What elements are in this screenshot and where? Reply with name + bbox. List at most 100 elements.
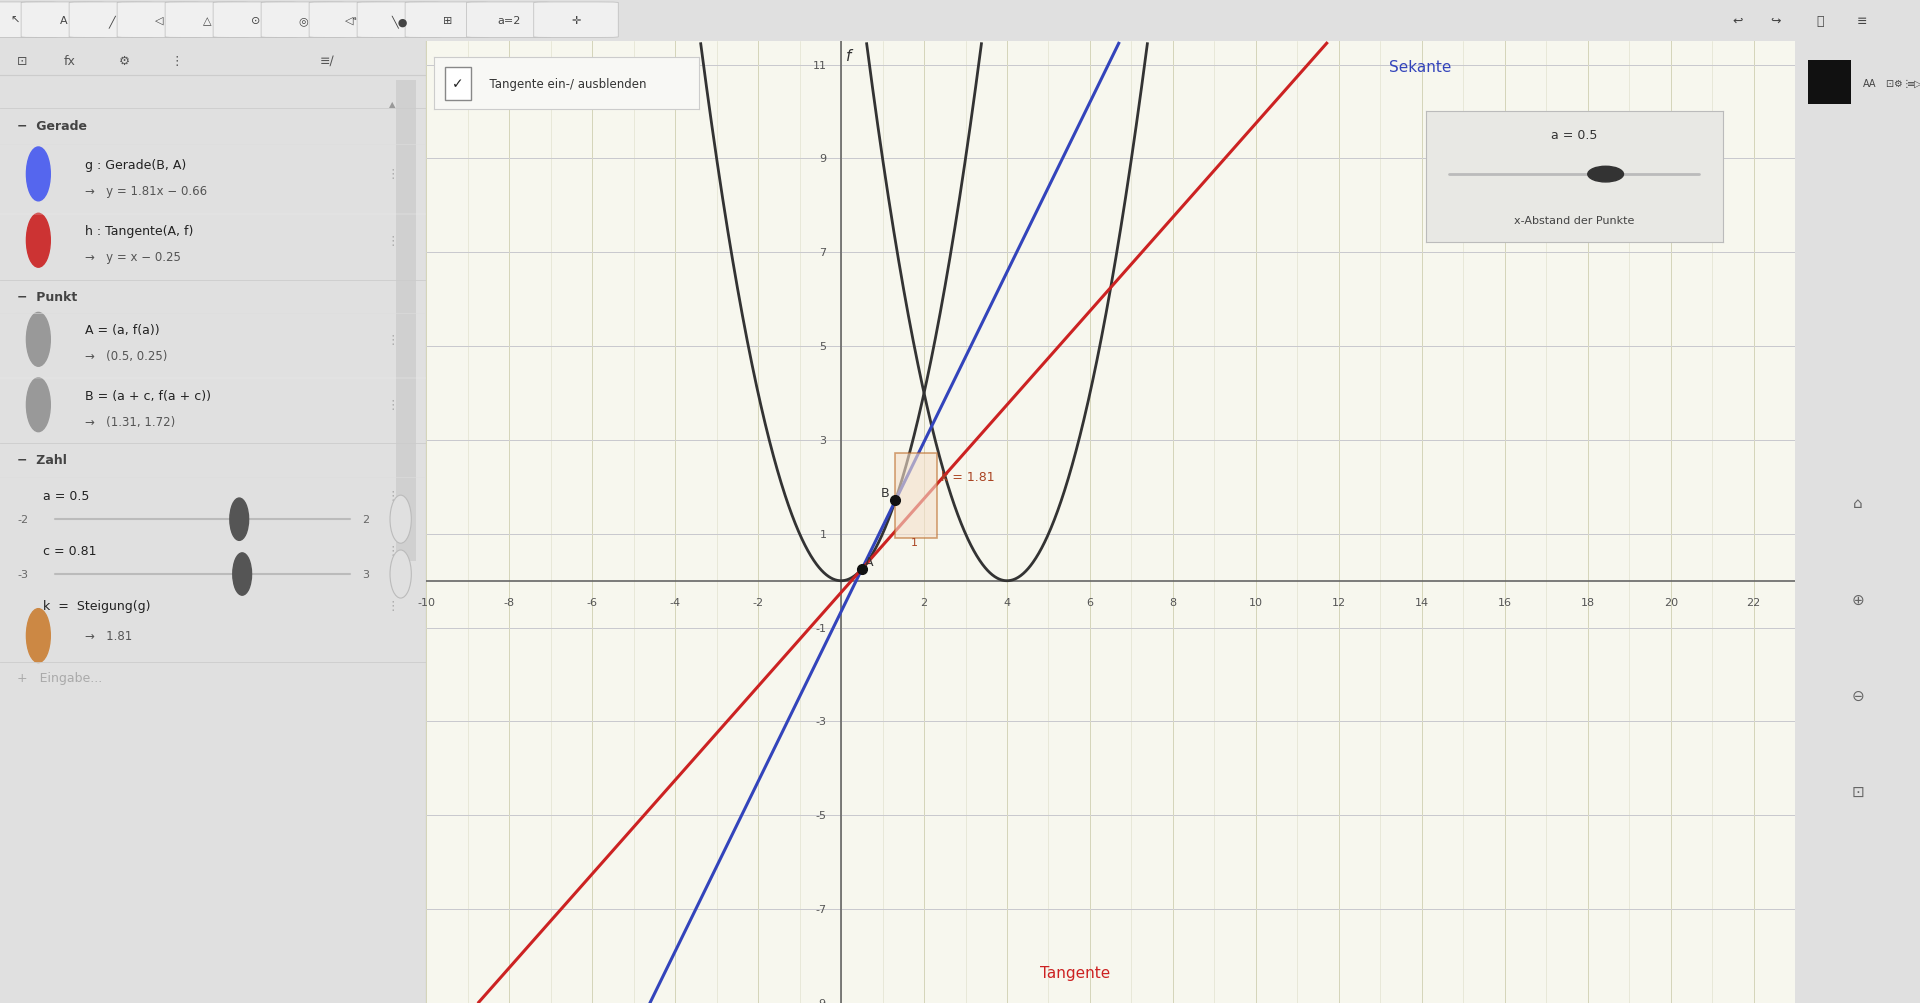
Text: →   (0.5, 0.25): → (0.5, 0.25) [84,350,167,363]
Text: ⋮: ⋮ [1901,78,1910,88]
Text: →   1.81: → 1.81 [84,630,132,643]
Text: →   y = x − 0.25: → y = x − 0.25 [84,251,180,264]
Text: 20: 20 [1665,598,1678,608]
Circle shape [1588,168,1624,183]
Text: -9: -9 [816,998,826,1003]
Text: -7: -7 [816,905,826,915]
Text: ⊡: ⊡ [1851,784,1864,799]
Text: →   y = 1.81x − 0.66: → y = 1.81x − 0.66 [84,185,207,198]
Text: 2: 2 [363,515,369,525]
FancyBboxPatch shape [0,3,58,38]
Bar [1809,61,1851,104]
Text: ↖: ↖ [12,16,19,26]
Text: B = (a + c, f(a + c)): B = (a + c, f(a + c)) [84,389,211,402]
Text: k  =  Steigung(g): k = Steigung(g) [42,600,150,613]
Text: ▶: ▶ [397,570,403,579]
Text: 16: 16 [1498,598,1511,608]
Text: ⊕: ⊕ [1851,592,1864,607]
Text: A: A [866,556,874,569]
Text: Sekante: Sekante [1388,60,1452,75]
Text: ⋮: ⋮ [386,545,397,558]
Text: h : Tangente(A, f): h : Tangente(A, f) [84,225,194,238]
Text: -2: -2 [17,515,29,525]
Text: 4: 4 [1004,598,1010,608]
Text: △: △ [204,16,211,26]
Text: ⋮: ⋮ [386,169,397,182]
Text: −  Zahl: − Zahl [17,453,67,466]
Text: f: f [847,49,851,64]
Text: x-Abstand der Punkte: x-Abstand der Punkte [1515,216,1634,226]
Text: Tangente: Tangente [1041,965,1110,980]
Text: ⊙: ⊙ [252,16,259,26]
Text: ◁ᵃ: ◁ᵃ [346,16,357,26]
Circle shape [390,495,411,544]
Text: ⋮: ⋮ [386,600,397,613]
FancyBboxPatch shape [213,3,298,38]
Text: -10: -10 [417,598,436,608]
Text: Tangente ein-/ ausblenden: Tangente ein-/ ausblenden [482,78,647,90]
Text: -3: -3 [17,570,29,580]
FancyBboxPatch shape [309,3,394,38]
Text: 11: 11 [812,60,826,70]
Text: ⋮: ⋮ [171,55,182,68]
Text: c = 0.81: c = 0.81 [42,545,96,558]
Text: ↪: ↪ [1770,15,1782,27]
FancyBboxPatch shape [357,3,442,38]
Text: ✓: ✓ [451,77,463,91]
Circle shape [232,554,252,596]
Text: 3: 3 [820,435,826,445]
Text: +   Eingabe...: + Eingabe... [17,672,102,685]
Text: k = 1.81: k = 1.81 [941,470,995,483]
Text: B: B [881,487,889,499]
FancyBboxPatch shape [117,3,202,38]
Text: ⌂: ⌂ [1853,495,1862,511]
FancyBboxPatch shape [261,3,346,38]
Text: ⋮: ⋮ [386,399,397,412]
Text: ↩: ↩ [1732,15,1743,27]
Bar [396,80,415,561]
Text: -6: -6 [588,598,597,608]
Circle shape [27,378,50,432]
Text: 8: 8 [1169,598,1177,608]
FancyBboxPatch shape [405,3,490,38]
Text: 🔍: 🔍 [1816,15,1824,27]
Text: -3: -3 [816,717,826,727]
Text: →   (1.31, 1.72): → (1.31, 1.72) [84,415,175,428]
Bar [445,67,470,101]
Text: ⋮: ⋮ [386,334,397,346]
Circle shape [27,609,50,663]
Text: -2: -2 [753,598,764,608]
Bar [895,453,937,539]
Text: −  Punkt: − Punkt [17,290,77,303]
Text: -1: -1 [816,623,826,633]
Text: -5: -5 [816,810,826,820]
Text: ▶: ▶ [397,516,403,525]
Text: 1: 1 [910,538,918,548]
Text: 1: 1 [820,530,826,540]
Text: −  Gerade: − Gerade [17,120,86,133]
Text: 18: 18 [1580,598,1596,608]
Text: 7: 7 [820,248,826,258]
Text: ◁: ◁ [156,16,163,26]
FancyBboxPatch shape [165,3,250,38]
FancyBboxPatch shape [21,3,106,38]
Text: ⊡: ⊡ [1885,78,1893,88]
Text: a=2: a=2 [497,16,520,26]
Text: ⋮: ⋮ [386,235,397,248]
Text: 14: 14 [1415,598,1428,608]
Circle shape [230,498,248,541]
Text: 5: 5 [820,342,826,352]
Text: AA: AA [1862,78,1878,88]
Text: ▲: ▲ [390,100,396,109]
Text: 6: 6 [1087,598,1094,608]
Text: 3: 3 [363,570,369,580]
Circle shape [27,147,50,202]
Circle shape [390,551,411,599]
Text: 2: 2 [920,598,927,608]
Text: a = 0.5: a = 0.5 [1551,129,1597,142]
FancyBboxPatch shape [467,3,551,38]
Text: ◎: ◎ [298,16,309,26]
Text: ≡: ≡ [1857,15,1868,27]
Text: A: A [60,16,67,26]
Text: ⋮: ⋮ [386,489,397,503]
